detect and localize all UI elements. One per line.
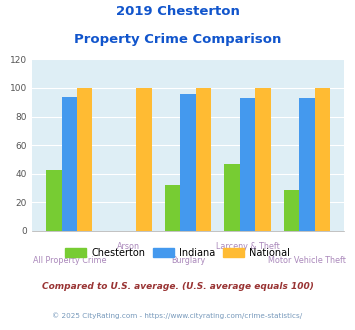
- Text: Arson: Arson: [117, 242, 140, 251]
- Bar: [62, 97, 77, 231]
- Bar: [240, 98, 255, 231]
- Text: Compared to U.S. average. (U.S. average equals 100): Compared to U.S. average. (U.S. average …: [42, 282, 313, 291]
- Bar: [165, 185, 180, 231]
- Text: © 2025 CityRating.com - https://www.cityrating.com/crime-statistics/: © 2025 CityRating.com - https://www.city…: [53, 312, 302, 318]
- Bar: [180, 94, 196, 231]
- Bar: [284, 189, 299, 231]
- Legend: Chesterton, Indiana, National: Chesterton, Indiana, National: [61, 244, 294, 262]
- Bar: [46, 170, 62, 231]
- Text: All Property Crime: All Property Crime: [33, 256, 106, 265]
- Text: Burglary: Burglary: [171, 256, 205, 265]
- Bar: [136, 88, 152, 231]
- Bar: [77, 88, 93, 231]
- Bar: [196, 88, 211, 231]
- Bar: [224, 164, 240, 231]
- Text: 2019 Chesterton: 2019 Chesterton: [116, 5, 239, 18]
- Text: Motor Vehicle Theft: Motor Vehicle Theft: [268, 256, 346, 265]
- Text: Larceny & Theft: Larceny & Theft: [216, 242, 279, 251]
- Bar: [255, 88, 271, 231]
- Bar: [315, 88, 330, 231]
- Bar: [299, 98, 315, 231]
- Text: Property Crime Comparison: Property Crime Comparison: [74, 33, 281, 46]
